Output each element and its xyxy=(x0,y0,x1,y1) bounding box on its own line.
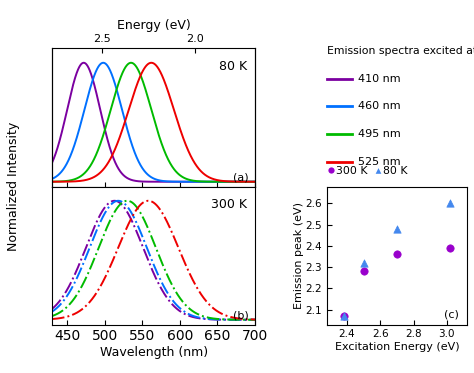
Text: Emission spectra excited at: Emission spectra excited at xyxy=(327,46,474,56)
Text: (c): (c) xyxy=(444,310,458,320)
Point xyxy=(360,269,367,275)
Point xyxy=(447,201,454,207)
Text: Normalized Intensity: Normalized Intensity xyxy=(7,122,20,251)
Point xyxy=(447,245,454,251)
Point xyxy=(393,251,401,257)
Text: 410 nm: 410 nm xyxy=(358,74,401,84)
Text: 525 nm: 525 nm xyxy=(358,157,401,167)
Y-axis label: Emission peak (eV): Emission peak (eV) xyxy=(294,202,304,309)
Point xyxy=(340,313,347,319)
X-axis label: Excitation Energy (eV): Excitation Energy (eV) xyxy=(335,342,459,352)
Text: 80 K: 80 K xyxy=(219,60,247,72)
Legend: 300 K, 80 K: 300 K, 80 K xyxy=(326,162,412,180)
X-axis label: Wavelength (nm): Wavelength (nm) xyxy=(100,346,208,359)
Text: (a): (a) xyxy=(233,173,249,183)
Text: 300 K: 300 K xyxy=(211,198,247,210)
Text: 460 nm: 460 nm xyxy=(358,101,401,112)
Point xyxy=(393,226,401,232)
Point xyxy=(360,260,367,266)
Text: (b): (b) xyxy=(233,311,249,321)
X-axis label: Energy (eV): Energy (eV) xyxy=(117,19,191,32)
Point xyxy=(340,313,347,319)
Text: 495 nm: 495 nm xyxy=(358,129,401,139)
